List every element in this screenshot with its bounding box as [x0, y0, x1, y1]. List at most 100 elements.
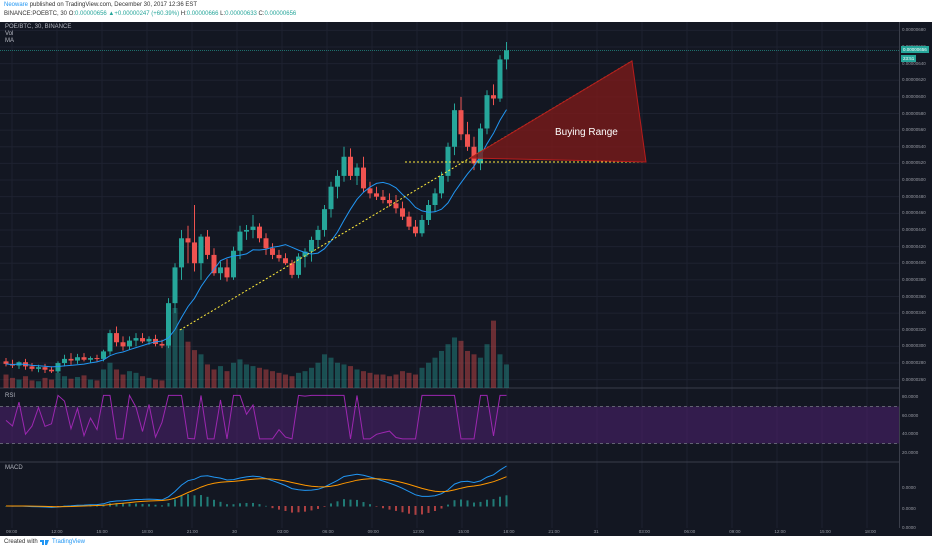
volume-bar [484, 344, 490, 388]
candle-body [179, 238, 184, 268]
symbol-label: BINANCE:POEBTC, 30 [4, 11, 68, 17]
time-tick: 06:00 [684, 529, 696, 534]
candle-body [29, 366, 35, 369]
volume-bar [42, 377, 48, 388]
volume-bar [140, 376, 145, 388]
price-tick: 0.00000600 [902, 93, 926, 99]
volume-bar [406, 372, 412, 388]
macd-tick: 0.0000 [902, 506, 916, 511]
price-tick: 0.00000280 [902, 360, 926, 366]
buying-range-triangle [468, 60, 647, 163]
volume-bar [283, 374, 288, 388]
macd-histogram-bar [154, 504, 157, 507]
price-tick: 0.00000520 [902, 160, 926, 166]
candle-body [127, 340, 132, 347]
volume-bar [55, 372, 61, 388]
candle-body [296, 256, 301, 275]
macd-histogram-bar [226, 504, 228, 507]
volume-bar [354, 369, 360, 388]
candle-body [81, 357, 87, 360]
price-tick: 0.00000680 [902, 27, 926, 33]
countdown-tag: 23:51 [901, 55, 917, 63]
candle-body [419, 219, 425, 234]
author-link[interactable]: Neoware [4, 2, 29, 8]
candle-body [68, 358, 74, 361]
volume-bar [296, 372, 301, 388]
candle-body [185, 238, 191, 243]
rsi-tick: 20.0000 [902, 449, 919, 455]
volume-bar [49, 379, 54, 388]
rsi-band [0, 406, 899, 444]
candle-body [192, 242, 197, 264]
candle-body [335, 175, 340, 187]
volume-bar [257, 367, 262, 388]
macd-tick: 0.0000 [902, 485, 916, 490]
candle-body [393, 203, 399, 209]
vol-legend: Vol [5, 31, 14, 37]
candle-body [263, 238, 269, 249]
macd-histogram-bar [421, 506, 423, 515]
volume-bar [380, 374, 386, 388]
volume-bar [302, 371, 308, 388]
candle-body [439, 175, 444, 194]
candle-body [458, 110, 464, 135]
macd-histogram-bar [258, 504, 261, 507]
macd-histogram-bar [401, 506, 404, 513]
macd-histogram-bar [375, 506, 378, 507]
volume-bar [192, 350, 197, 388]
candle-body [218, 267, 223, 274]
tradingview-logo-icon [40, 540, 49, 545]
candle-body [114, 333, 119, 343]
volume-bar [153, 379, 158, 388]
buying-range-label[interactable]: Buying Range [555, 127, 618, 138]
volume-bar [491, 320, 496, 388]
chart-area[interactable] [0, 22, 899, 528]
macd-histogram-bar [382, 506, 384, 509]
macd-histogram-bar [505, 495, 508, 507]
macd-histogram-bar [115, 503, 118, 507]
volume-bar [62, 376, 67, 388]
candle-body [224, 267, 230, 278]
volume-bar [400, 371, 405, 388]
rsi-tick: 40.0000 [902, 431, 919, 437]
macd-histogram-bar [336, 501, 339, 507]
candle-body [146, 338, 152, 342]
time-tick: 03:00 [638, 529, 651, 534]
volume-bar [387, 376, 392, 388]
drawings [0, 49, 899, 331]
volume-bar [120, 374, 126, 388]
time-axis[interactable]: 09:00 12:00 15:00 18:00 21:00 30 03:00 06:00 09:… [0, 528, 899, 536]
macd-histogram-bar [232, 504, 235, 507]
price-tick: 0.00000460 [902, 210, 926, 216]
volume-bar [322, 354, 327, 388]
macd-histogram-bar [141, 503, 144, 507]
price-axis[interactable]: 0.000006800.000006600.000006400.00000620… [899, 22, 932, 530]
price-tick: 0.00000580 [902, 110, 926, 116]
candle-body [328, 186, 334, 210]
volume-bar [198, 354, 204, 388]
candle-body [406, 216, 412, 227]
price-tick: 0.00000480 [902, 193, 926, 199]
time-tick: 15:00 [458, 529, 470, 534]
volume-bar [413, 374, 418, 388]
candle-body [302, 251, 308, 257]
macd-histogram-bar [492, 499, 495, 507]
macd-histogram-bar [486, 499, 488, 507]
candle-body [231, 250, 236, 278]
macd-histogram-bar [213, 499, 215, 507]
volume-bar [218, 366, 223, 388]
price-tick: 0.00000260 [902, 376, 926, 382]
candle-body [205, 236, 210, 255]
publish-line: Neoware published on TradingView.com, De… [4, 2, 197, 8]
macd-histogram-bar [284, 506, 287, 511]
macd-histogram-bar [245, 502, 248, 507]
volume-bars [3, 308, 509, 388]
volume-bar [114, 369, 119, 388]
candle-body [107, 333, 113, 352]
volume-bar [452, 337, 457, 388]
volume-bar [237, 359, 243, 388]
candle-body [120, 342, 126, 347]
price-tick: 0.00000360 [902, 293, 926, 299]
tradingview-brand[interactable]: TradingView [52, 539, 86, 545]
time-tick: 21:00 [186, 529, 199, 534]
